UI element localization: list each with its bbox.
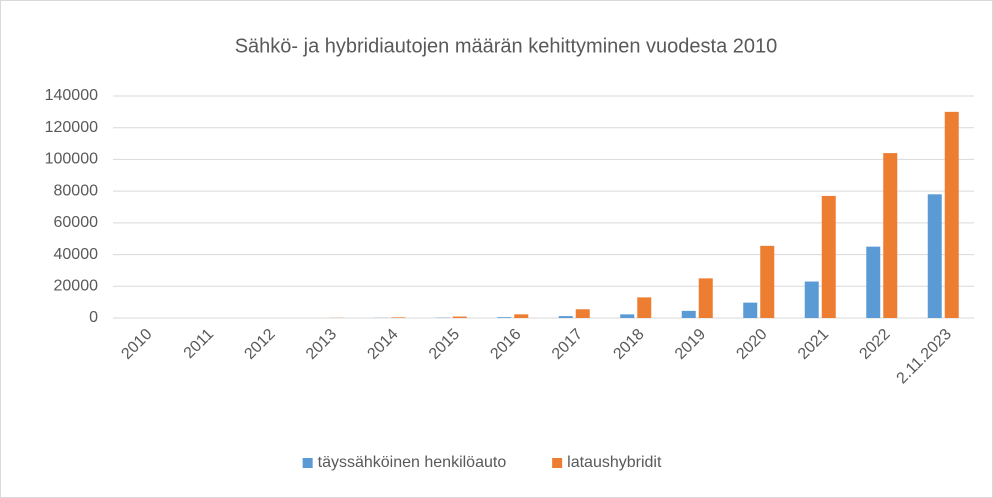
bar bbox=[760, 245, 775, 318]
legend-swatch bbox=[552, 458, 563, 468]
legend-swatch bbox=[302, 458, 313, 468]
y-tick-label: 100000 bbox=[45, 151, 98, 168]
bar bbox=[698, 278, 713, 318]
y-tick-label: 0 bbox=[89, 309, 98, 326]
y-tick-label: 60000 bbox=[54, 214, 99, 231]
bar bbox=[804, 281, 819, 318]
legend-label: lataushybridit bbox=[567, 454, 662, 471]
bar bbox=[558, 316, 573, 318]
bar bbox=[575, 309, 590, 318]
bar bbox=[681, 310, 696, 318]
bar bbox=[743, 302, 758, 318]
bar bbox=[866, 246, 881, 318]
bar bbox=[620, 314, 635, 318]
y-tick-label: 120000 bbox=[45, 119, 98, 136]
y-tick-label: 40000 bbox=[54, 246, 99, 263]
chart-title: Sähkö- ja hybridiautojen määrän kehittym… bbox=[235, 35, 778, 57]
bar bbox=[452, 316, 467, 318]
y-tick-label: 80000 bbox=[54, 182, 99, 199]
y-tick-label: 20000 bbox=[54, 278, 99, 295]
bar bbox=[927, 194, 942, 318]
bar bbox=[391, 317, 406, 318]
legend-label: täyssähköinen henkilöauto bbox=[318, 454, 507, 471]
y-tick-label: 140000 bbox=[45, 87, 98, 104]
bar bbox=[883, 153, 898, 318]
bar bbox=[944, 111, 959, 318]
bar bbox=[637, 297, 652, 318]
bar bbox=[821, 195, 836, 318]
bar bbox=[497, 317, 512, 318]
bar bbox=[514, 314, 529, 318]
